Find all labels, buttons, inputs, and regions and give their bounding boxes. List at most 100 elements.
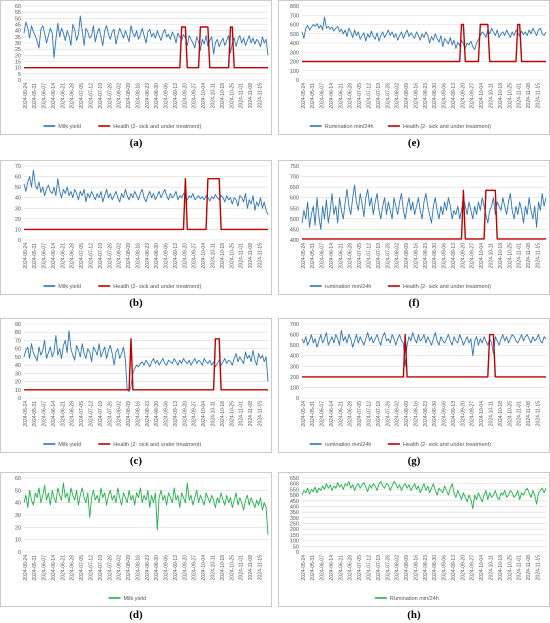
x-tick-label: 2024-08-09 [404,401,410,427]
x-tick-label: 2024-10-18 [498,83,504,109]
y-tick-label: 600 [290,333,299,339]
x-tick-label: 2024-08-23 [145,401,151,427]
panel-f: 400 450 500 550 600 650 700 750 2024-05-24 2024-0… [278,160,550,310]
x-tick-label: 2024-11-08 [248,555,254,580]
x-tick-label: 2024-05-31 [310,83,316,109]
x-tick-label: 2024-11-15 [257,401,263,426]
y-tick-label: 100 [290,385,299,391]
x-tick-label: 2024-08-16 [413,555,419,581]
x-tick-label: 2024-08-23 [145,243,151,269]
x-tick-label: 2024-09-13 [173,401,179,427]
y-tick-label: 700 [290,322,299,328]
y-tick-label: 100 [290,539,299,545]
x-tick-label: 2024-11-01 [239,555,245,580]
y-tick-label: 650 [290,185,299,191]
series-line [301,16,547,50]
x-tick-label: 2024-09-13 [451,83,457,109]
y-tick-label: 70 [15,164,21,170]
x-tick-label: 2024-11-01 [239,83,245,108]
legend-label: Milk yield [58,284,81,290]
chart-b: 0 10 20 30 40 50 60 70 2024-05-24 2024-05-31 2024-… [0,160,272,295]
x-tick-label: 2024-11-15 [535,555,541,580]
y-tick-label: 200 [290,60,299,66]
x-tick-label: 2024-11-08 [526,401,532,426]
x-tick-label: 2024-07-26 [107,243,113,269]
x-tick-label: 2024-07-05 [357,401,363,427]
y-tick-label: 200 [290,527,299,533]
x-tick-label: 2024-05-24 [23,243,29,269]
caption-d: (d) [129,609,143,621]
caption-b: (b) [129,297,143,309]
legend-label: Milk yield [124,596,147,602]
x-tick-label: 2024-08-02 [395,401,401,427]
x-tick-label: 2024-08-30 [432,243,438,269]
x-tick-label: 2024-10-18 [220,83,226,109]
x-tick-label: 2024-07-26 [107,555,113,581]
y-tick-label: 250 [290,522,299,528]
y-tick-label: 350 [290,510,299,516]
x-tick-label: 2024-08-02 [117,243,123,269]
x-tick-label: 2024-07-12 [367,401,373,427]
legend-label: Health (2- sick and under treatment) [113,442,201,448]
y-tick-label: 400 [290,41,299,47]
series-line [23,482,269,535]
y-tick-label: 60 [15,175,21,181]
y-tick-label: 600 [290,196,299,202]
y-tick-label: 300 [290,50,299,56]
x-tick-label: 2024-06-28 [348,555,354,581]
x-tick-label: 2024-07-12 [367,83,373,109]
x-tick-label: 2024-08-30 [154,555,160,581]
y-tick-label: 60 [15,347,21,353]
x-tick-label: 2024-09-27 [470,401,476,427]
x-tick-label: 2024-09-13 [451,401,457,427]
x-tick-label: 2024-07-26 [385,243,391,269]
caption-g: (g) [407,455,421,467]
y-tick-label: 70 [15,338,21,344]
y-tick-label: 40 [15,196,21,202]
x-tick-label: 2024-11-01 [239,243,245,268]
y-tick-label: 30 [15,206,21,212]
x-tick-label: 2024-08-09 [404,83,410,109]
series-line [301,184,547,230]
legend-label: Health (2- sick and under treatment) [113,284,201,290]
x-tick-label: 2024-05-31 [310,401,316,427]
x-tick-label: 2024-09-27 [470,83,476,109]
x-tick-label: 2024-08-30 [154,401,160,427]
x-tick-label: 2024-09-13 [173,83,179,109]
x-tick-label: 2024-07-12 [367,243,373,269]
y-tick-label: 50 [15,16,21,22]
x-tick-label: 2024-05-31 [32,243,38,269]
x-tick-label: 2024-08-09 [126,83,132,109]
x-tick-label: 2024-06-14 [329,401,335,427]
x-tick-label: 2024-06-21 [338,555,344,581]
x-tick-label: 2024-10-11 [211,401,217,426]
x-tick-label: 2024-06-14 [329,555,335,581]
x-tick-label: 2024-05-31 [310,243,316,269]
x-tick-label: 2024-06-14 [51,243,57,269]
y-tick-label: 450 [290,499,299,505]
y-tick-label: 0 [18,550,21,556]
x-tick-label: 2024-08-23 [145,555,151,581]
x-tick-label: 2024-11-01 [239,401,245,426]
y-tick-label: 0 [296,396,299,402]
x-tick-label: 2024-07-19 [98,401,104,427]
legend-label: Rumination min/24h [390,596,439,602]
x-tick-label: 2024-07-12 [367,555,373,581]
series-line [301,480,547,510]
x-tick-label: 2024-08-30 [432,83,438,109]
x-tick-label: 2024-09-13 [173,555,179,581]
x-tick-label: 2024-06-07 [320,555,326,581]
panel-d: 0 10 20 30 40 50 60 2024-05-24 2024-05-31 2024-06… [0,472,272,622]
y-tick-label: 500 [290,343,299,349]
y-tick-label: 0 [18,238,21,244]
x-tick-label: 2024-11-01 [517,555,523,580]
y-tick-label: 500 [290,493,299,499]
x-tick-label: 2024-11-08 [248,243,254,268]
x-tick-label: 2024-07-26 [385,83,391,109]
y-tick-label: 600 [290,482,299,488]
y-tick-label: 800 [290,4,299,10]
y-tick-label: 90 [15,322,21,328]
chart-frame [278,160,550,295]
chart-frame [278,0,550,135]
